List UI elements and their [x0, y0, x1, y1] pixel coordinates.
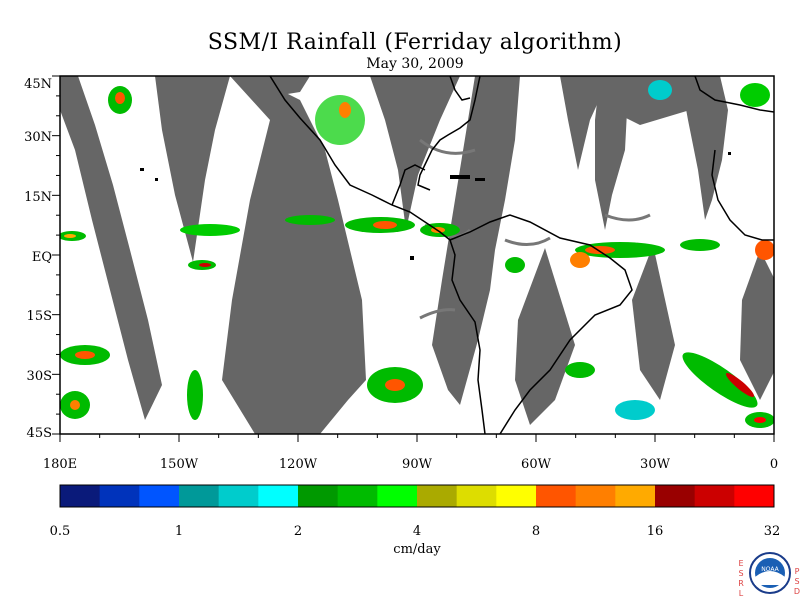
logo-letter: S [738, 569, 743, 578]
lat-label: 15N [24, 190, 52, 205]
colorbar-swatch [734, 485, 775, 507]
map-area [60, 76, 774, 434]
colorbar-swatch [60, 485, 101, 507]
colorbar-tick-label: 4 [413, 524, 421, 539]
colorbar-swatch [694, 485, 735, 507]
longitude-axis: 180E 150W 120W 90W 60W 30W 0 [43, 457, 778, 472]
lat-label: 45N [24, 77, 52, 92]
axis-ticks [52, 75, 775, 442]
logo-letters-right: P S D [794, 567, 800, 596]
colorbar-tick-label: 2 [294, 524, 302, 539]
colorbar-swatch [377, 485, 418, 507]
colorbar-tick-label: 32 [764, 524, 781, 539]
lat-label: 45S [27, 426, 52, 441]
lon-label: 0 [770, 457, 778, 472]
colorbar-swatch [655, 485, 696, 507]
colorbar-swatch [337, 485, 378, 507]
logo-letter: D [794, 587, 800, 596]
lat-label: 30S [27, 369, 52, 384]
lon-label: 90W [402, 457, 433, 472]
colorbar-swatch [258, 485, 299, 507]
colorbar-swatch [139, 485, 180, 507]
colorbar-swatch [179, 485, 220, 507]
latitude-axis: 45N 30N 15N EQ 15S 30S 45S [24, 77, 52, 441]
lon-label: 120W [279, 457, 318, 472]
lat-label: EQ [32, 250, 52, 265]
lon-label: 60W [521, 457, 552, 472]
colorbar-swatch [536, 485, 577, 507]
colorbar [60, 485, 775, 507]
colorbar-swatch [575, 485, 616, 507]
logo-letter: L [739, 589, 744, 598]
colorbar-swatch [615, 485, 656, 507]
colorbar-tick-label: 16 [647, 524, 664, 539]
colorbar-swatch [496, 485, 537, 507]
lon-label: 30W [640, 457, 671, 472]
lat-label: 30N [24, 130, 52, 145]
colorbar-swatch [99, 485, 140, 507]
logo-letter: P [795, 567, 800, 576]
colorbar-swatch [417, 485, 458, 507]
colorbar-tick-label: 1 [175, 524, 183, 539]
logo-letters-left: E S R L [738, 559, 744, 598]
colorbar-labels: 0.5 1 2 4 8 16 32 cm/day [50, 524, 781, 557]
colorbar-unit: cm/day [393, 542, 441, 557]
no-data-swaths [60, 76, 774, 434]
colorbar-swatch [456, 485, 497, 507]
colorbar-tick-label: 0.5 [50, 524, 71, 539]
lon-label: 180E [43, 457, 77, 472]
rain-patches [60, 80, 774, 428]
logo-letter: R [738, 579, 744, 588]
logo-letter: S [794, 577, 799, 586]
colorbar-swatch [218, 485, 259, 507]
colorbar-tick-label: 8 [532, 524, 540, 539]
colorbar-swatch [298, 485, 339, 507]
colorbar-frame [59, 484, 775, 508]
lon-label: 150W [160, 457, 199, 472]
lat-label: 15S [27, 309, 52, 324]
noaa-logo-text: NOAA [761, 566, 779, 573]
islands [140, 152, 731, 260]
map-date: May 30, 2009 [366, 56, 464, 72]
logo-letter: E [738, 559, 743, 568]
noaa-logo: NOAA E S R L P S D [738, 552, 800, 598]
coastlines [269, 76, 774, 434]
map-title: SSM/I Rainfall (Ferriday algorithm) [207, 30, 623, 55]
